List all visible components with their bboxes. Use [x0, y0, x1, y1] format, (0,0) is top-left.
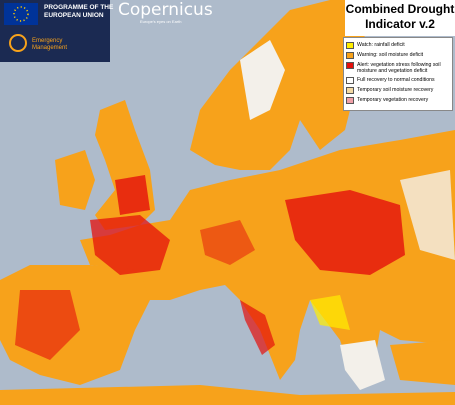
service-text-line: Emergency — [32, 38, 63, 44]
copernicus-tagline: Europe's eyes on Earth — [140, 19, 182, 24]
legend-label: Watch: rainfall deficit — [357, 42, 405, 48]
legend-item: Alert: vegetation stress following soil … — [346, 62, 450, 74]
copernicus-logo: Copernicus — [118, 0, 213, 20]
legend-label: Full recovery to normal conditions — [357, 77, 435, 83]
land-greece — [340, 340, 385, 390]
land-africa — [0, 385, 455, 405]
land-turkey — [390, 340, 455, 385]
service-name: Emergency Management — [32, 38, 67, 52]
alert-zone — [90, 215, 170, 275]
legend-label: Alert: vegetation stress following soil … — [357, 62, 441, 74]
title-line: Indicator v.2 — [365, 17, 435, 31]
legend-swatch — [346, 77, 354, 84]
land-mainland — [80, 130, 455, 380]
legend-item: Watch: rainfall deficit — [346, 42, 450, 49]
land-ireland — [55, 150, 95, 210]
legend-swatch — [346, 62, 354, 69]
legend-label: Temporary soil moisture recovery — [357, 87, 434, 93]
alert-zone — [15, 290, 80, 360]
alert-zone — [200, 220, 255, 265]
eu-text-line: PROGRAMME OF THE — [44, 4, 114, 11]
legend-swatch — [346, 87, 354, 94]
map-title: Combined Drought Indicator v.2 — [345, 0, 455, 36]
cems-logo — [9, 34, 27, 52]
legend-item: Full recovery to normal conditions — [346, 77, 450, 84]
alert-zone — [240, 300, 275, 355]
land-recovered — [400, 170, 455, 260]
legend-swatch — [346, 52, 354, 59]
watch-zone — [310, 295, 350, 330]
eu-flag — [4, 3, 38, 25]
legend-swatch — [346, 97, 354, 104]
legend-label: Warning: soil moisture deficit — [357, 52, 424, 58]
legend-item: Temporary soil moisture recovery — [346, 87, 450, 94]
eu-programme: PROGRAMME OF THE EUROPEAN UNION — [44, 4, 113, 20]
alert-zone — [285, 190, 405, 275]
eu-text-line: EUROPEAN UNION — [44, 12, 104, 19]
legend-item: Warning: soil moisture deficit — [346, 52, 450, 59]
land-recovered — [240, 40, 285, 120]
legend-swatch — [346, 42, 354, 49]
eu-stars — [13, 6, 29, 22]
alert-zone — [115, 175, 150, 215]
legend-label: Temporary vegetation recovery — [357, 97, 429, 103]
legend: Watch: rainfall deficit Warning: soil moi… — [343, 37, 453, 111]
service-text-line: Management — [32, 45, 68, 51]
title-line: Combined Drought — [345, 2, 455, 16]
legend-item: Temporary vegetation recovery — [346, 97, 450, 104]
